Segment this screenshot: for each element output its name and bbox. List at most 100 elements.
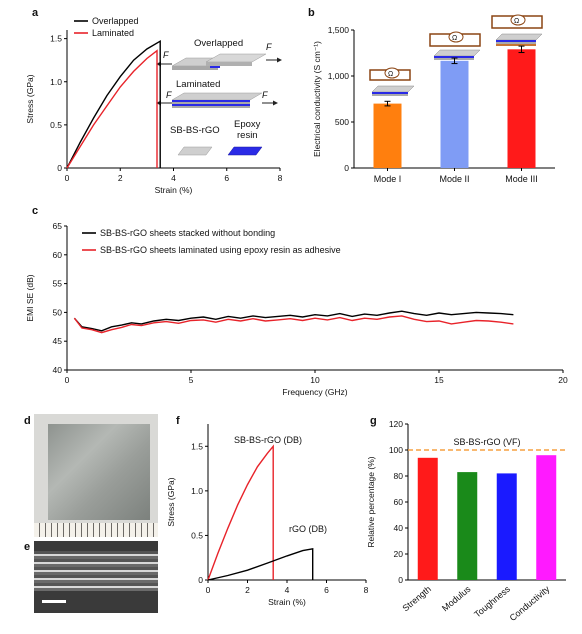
inset-label-epoxy: Epoxy xyxy=(234,119,261,130)
bar xyxy=(496,473,517,580)
x-tick-label: 8 xyxy=(278,173,283,183)
x-tick-label: 2 xyxy=(245,585,250,595)
inset-label-resin: resin xyxy=(237,130,258,141)
bar xyxy=(536,455,557,580)
y-tick-label: 1.5 xyxy=(191,441,203,451)
x-tick-label: 20 xyxy=(558,375,568,385)
sheet-sample xyxy=(48,424,150,520)
x-axis-label: Strain (%) xyxy=(155,185,193,195)
y-tick-label: 60 xyxy=(53,250,63,260)
x-tick-label: 4 xyxy=(285,585,290,595)
ruler xyxy=(34,523,158,537)
overlap-resin-strip xyxy=(210,66,220,68)
y-tick-label: 40 xyxy=(394,523,404,533)
y-tick-label: 40 xyxy=(53,365,63,375)
category-label: Conductivity xyxy=(508,584,552,623)
laminated-layer-1 xyxy=(172,100,250,102)
legend-entry: Laminated xyxy=(92,28,134,38)
y-tick-label: 500 xyxy=(335,117,349,127)
x-tick-label: 0 xyxy=(206,585,211,595)
inset-label-laminated: Laminated xyxy=(176,79,220,90)
y-tick-label: 65 xyxy=(53,221,63,231)
x-tick-label: 2 xyxy=(118,173,123,183)
series-line xyxy=(207,444,274,581)
bar xyxy=(457,472,478,580)
category-label: Modulus xyxy=(440,584,473,614)
x-tick-label: 0 xyxy=(65,173,70,183)
x-tick-label: 5 xyxy=(189,375,194,385)
x-tick-label: 4 xyxy=(171,173,176,183)
x-axis-label: Frequency (GHz) xyxy=(282,387,347,397)
series-label: SB-BS-rGO (DB) xyxy=(234,435,302,445)
x-tick-label: 6 xyxy=(224,173,229,183)
photo-sheet xyxy=(34,414,158,537)
x-tick-label: 8 xyxy=(364,585,369,595)
y-tick-label: 1,000 xyxy=(328,71,350,81)
panel-label-c: c xyxy=(32,205,38,217)
category-label: Mode III xyxy=(505,174,538,184)
legend-entry: SB-BS-rGO sheets laminated using epoxy r… xyxy=(100,245,341,255)
y-tick-label: 0.5 xyxy=(191,530,203,540)
legend-swatch-epoxy xyxy=(227,146,263,156)
series-line xyxy=(207,547,314,581)
y-tick-label: 100 xyxy=(389,445,403,455)
schematic-mode-1: Ω xyxy=(369,67,415,96)
y-axis-label: Stress (GPa) xyxy=(166,477,176,526)
legend-swatch-sb-bs-rgo xyxy=(177,146,213,156)
schematic-mode-2: Ω xyxy=(429,31,481,60)
series-line xyxy=(66,49,158,169)
photo-cross-section xyxy=(34,541,158,613)
category-label: Mode II xyxy=(439,174,469,184)
force-label: F xyxy=(262,90,268,100)
y-tick-label: 0 xyxy=(198,575,203,585)
ohm-symbol: Ω xyxy=(388,71,393,78)
inset-label-overlapped: Overlapped xyxy=(194,38,243,49)
force-label: F xyxy=(266,42,272,52)
panel-label-b: b xyxy=(308,7,315,19)
y-tick-label: 1,500 xyxy=(328,25,350,35)
legend-entry: Overlapped xyxy=(92,16,139,26)
schematic-mode-3: Ω xyxy=(491,14,543,46)
ohm-symbol: Ω xyxy=(514,18,519,25)
y-tick-label: 80 xyxy=(394,471,404,481)
y-tick-label: 55 xyxy=(53,279,63,289)
bar xyxy=(417,457,438,580)
y-axis-label: Relative percentage (%) xyxy=(366,456,376,547)
y-tick-label: 0 xyxy=(398,575,403,585)
bar xyxy=(507,49,536,168)
ohm-symbol: Ω xyxy=(452,35,457,42)
x-tick-label: 10 xyxy=(310,375,320,385)
x-tick-label: 0 xyxy=(65,375,70,385)
bar xyxy=(373,103,402,168)
laminated-layer-2 xyxy=(172,102,250,104)
panel-label-e: e xyxy=(24,541,30,553)
x-tick-label: 6 xyxy=(324,585,329,595)
overlapped-sheet-right xyxy=(205,53,267,63)
laminated-layer-4 xyxy=(172,106,250,108)
panel-label-g: g xyxy=(370,415,377,427)
overlapped-sheet-right-edge xyxy=(206,62,252,66)
series-line xyxy=(73,315,514,334)
series-label: rGO (DB) xyxy=(289,524,327,534)
y-tick-label: 0.5 xyxy=(50,120,62,130)
inset-label-sb-bs-rgo: SB-BS-rGO xyxy=(170,125,220,136)
panel-label-f: f xyxy=(176,415,180,427)
x-tick-label: 15 xyxy=(434,375,444,385)
category-label: Strength xyxy=(401,584,433,614)
bar xyxy=(440,60,469,168)
force-arrow-head xyxy=(273,100,278,106)
force-label: F xyxy=(163,50,169,60)
y-axis-label: Electrical conductivity (S cm⁻¹) xyxy=(312,41,322,157)
y-tick-label: 20 xyxy=(394,549,404,559)
reference-label: SB-BS-rGO (VF) xyxy=(454,437,521,447)
y-tick-label: 0 xyxy=(344,163,349,173)
panel-label-a: a xyxy=(32,7,39,19)
force-label: F xyxy=(166,90,172,100)
category-label: Toughness xyxy=(472,584,512,620)
x-axis-label: Strain (%) xyxy=(268,597,306,607)
laminated-sheet-top xyxy=(171,92,263,101)
y-axis-label: EMI SE (dB) xyxy=(25,274,35,321)
legend-entry: SB-BS-rGO sheets stacked without bonding xyxy=(100,228,275,238)
laminated-layer-3 xyxy=(172,104,250,106)
